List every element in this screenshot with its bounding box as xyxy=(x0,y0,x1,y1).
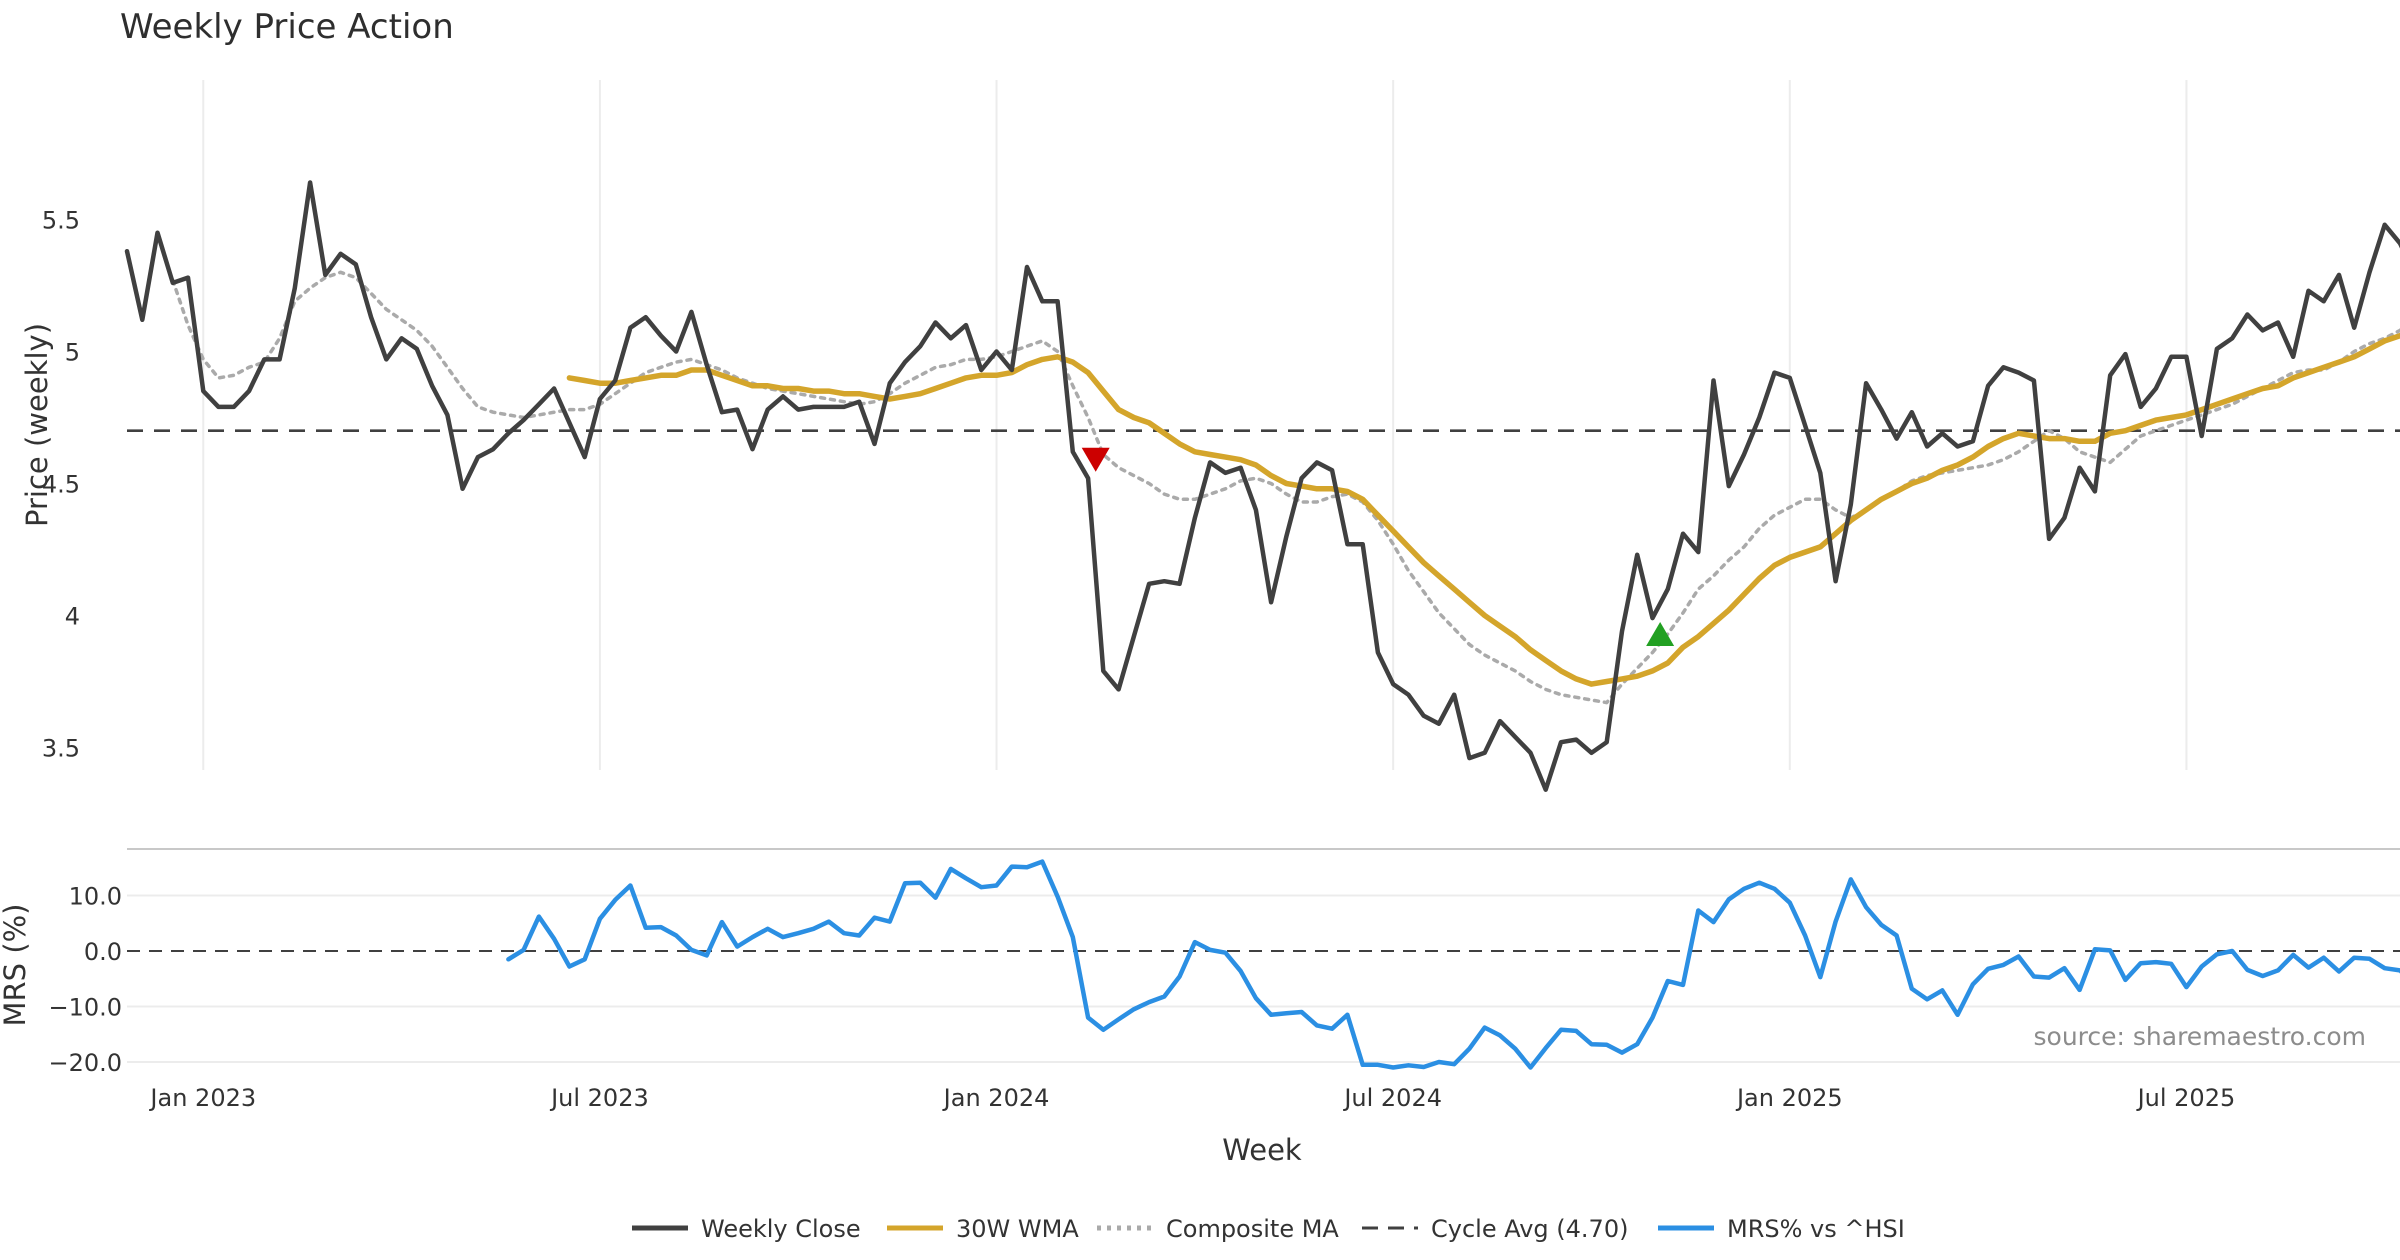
x-tick-label: Jan 2025 xyxy=(1735,1084,1843,1112)
mrs-y-axis-label: MRS (%) xyxy=(0,904,32,1027)
chart-legend: Weekly Close 30W WMA Composite MA Cycle Avg… xyxy=(632,1215,1905,1243)
mrs-y-tick-label: 10.0 xyxy=(69,883,122,911)
price-series-group xyxy=(124,180,2400,792)
signal-markers xyxy=(1081,447,1675,646)
price-y-ticks: 3.5 4 4.5 5 5.5 xyxy=(42,207,80,763)
x-tick-label: Jul 2024 xyxy=(1342,1084,1442,1112)
x-axis-label: Week xyxy=(1222,1133,1302,1167)
legend-label-30w-wma: 30W WMA xyxy=(956,1215,1079,1243)
price-y-tick-label: 4 xyxy=(65,603,80,631)
price-y-axis-label: Price (weekly) xyxy=(20,323,54,527)
legend-label-cycle-avg-4-70: Cycle Avg (4.70) xyxy=(1431,1215,1628,1243)
30w-wma-line xyxy=(566,332,2400,687)
price-y-tick-label: 4.5 xyxy=(42,471,80,499)
sell-signal-marker xyxy=(1081,447,1110,472)
mrs-panel: 10.0 0.0 −10.0 −20.0 MRS (%) source: sharem… xyxy=(0,848,2400,1078)
price-y-tick-label: 5.5 xyxy=(42,207,80,235)
price-y-tick-label: 3.5 xyxy=(42,735,80,763)
price-y-tick-label: 5 xyxy=(65,339,80,367)
chart-title: Weekly Price Action xyxy=(120,7,454,47)
x-tick-label: Jan 2023 xyxy=(148,1084,256,1112)
price-gridlines xyxy=(202,80,2188,770)
legend-label-composite-ma: Composite MA xyxy=(1166,1215,1339,1243)
mrs-y-tick-label: 0.0 xyxy=(84,938,122,966)
price-panel: 3.5 4 4.5 5 5.5 Price (weekly) xyxy=(20,80,2400,792)
x-tick-label: Jul 2023 xyxy=(549,1084,649,1112)
buy-signal-marker xyxy=(1646,621,1675,646)
x-tick-label: Jan 2024 xyxy=(942,1084,1050,1112)
mrs-y-ticks: 10.0 0.0 −10.0 −20.0 xyxy=(48,883,122,1078)
mrs-line xyxy=(506,859,2400,1070)
x-tick-label: Jul 2025 xyxy=(2136,1084,2236,1112)
legend-label-weekly-close: Weekly Close xyxy=(701,1215,861,1243)
mrs-series-group xyxy=(506,859,2400,1070)
x-axis-ticks: Jan 2023 Jul 2023 Jan 2024 Jul 2024 Jan 2025… xyxy=(148,1084,2235,1112)
source-label: source: sharemaestro.com xyxy=(2034,1022,2367,1051)
mrs-y-tick-label: −20.0 xyxy=(48,1049,122,1077)
legend-label-mrs-vs-hsi: MRS% vs ^HSI xyxy=(1727,1215,1905,1243)
weekly-close-line xyxy=(124,180,2400,792)
mrs-y-tick-label: −10.0 xyxy=(48,994,122,1022)
